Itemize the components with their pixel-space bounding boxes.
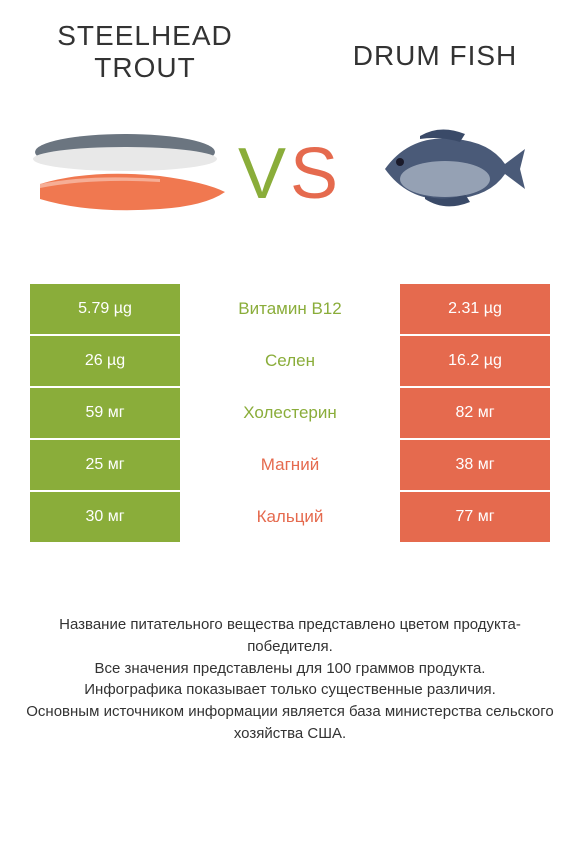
left-fish-image <box>30 109 230 229</box>
right-value-cell: 2.31 µg <box>400 284 550 334</box>
footer-line-2: Все значения представлены для 100 граммо… <box>95 660 486 677</box>
footer-line-4: Основным источником информации является … <box>26 703 553 742</box>
left-value-cell: 26 µg <box>30 336 180 386</box>
vs-s-letter: S <box>290 134 342 214</box>
right-value-cell: 38 мг <box>400 440 550 490</box>
table-row: 30 мгКальций77 мг <box>30 492 550 544</box>
table-row: 59 мгХолестерин82 мг <box>30 388 550 440</box>
left-value-cell: 25 мг <box>30 440 180 490</box>
right-value-cell: 82 мг <box>400 388 550 438</box>
right-value-cell: 16.2 µg <box>400 336 550 386</box>
vs-v-letter: V <box>238 134 290 214</box>
images-row: VS <box>0 84 580 264</box>
nutrient-label-cell: Холестерин <box>180 388 400 438</box>
table-row: 25 мгМагний38 мг <box>30 440 550 492</box>
vs-label: VS <box>238 133 342 215</box>
right-value-cell: 77 мг <box>400 492 550 542</box>
left-value-cell: 59 мг <box>30 388 180 438</box>
table-row: 5.79 µgВитамин B122.31 µg <box>30 284 550 336</box>
header: Steelhead trout Drum fish <box>0 0 580 84</box>
right-fish-image <box>350 109 550 229</box>
right-product-title: Drum fish <box>330 40 540 72</box>
nutrient-label-cell: Селен <box>180 336 400 386</box>
left-product-title: Steelhead trout <box>40 20 250 84</box>
nutrient-label-cell: Кальций <box>180 492 400 542</box>
left-value-cell: 5.79 µg <box>30 284 180 334</box>
nutrient-label-cell: Витамин B12 <box>180 284 400 334</box>
comparison-table: 5.79 µgВитамин B122.31 µg26 µgСелен16.2 … <box>30 284 550 544</box>
table-row: 26 µgСелен16.2 µg <box>30 336 550 388</box>
footer-line-1: Название питательного вещества представл… <box>59 616 521 655</box>
nutrient-label-cell: Магний <box>180 440 400 490</box>
footer-text: Название питательного вещества представл… <box>20 614 560 745</box>
footer-line-3: Инфографика показывает только существенн… <box>84 681 496 698</box>
left-value-cell: 30 мг <box>30 492 180 542</box>
